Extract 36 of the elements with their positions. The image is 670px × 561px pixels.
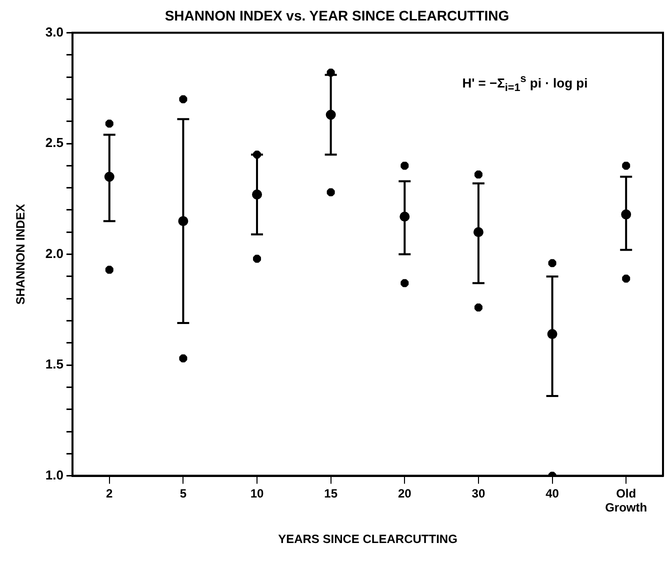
point	[399, 160, 410, 172]
x-axis-title: YEARS SINCE CLEARCUTTING	[278, 532, 458, 546]
y-tick-label: 2.5	[45, 135, 64, 150]
point	[547, 329, 558, 340]
point	[178, 352, 189, 364]
x-tick-label: 15	[324, 486, 338, 500]
point	[620, 273, 632, 284]
point	[178, 216, 188, 226]
y-axis-title: SHANNON INDEX	[14, 204, 28, 305]
point	[473, 227, 484, 238]
x-tick-label: Old Growth	[605, 486, 648, 515]
y-tick-label: 1.5	[45, 356, 64, 372]
x-tick-label: 40	[546, 486, 560, 500]
x-tick-label: 20	[398, 486, 412, 500]
point	[104, 172, 114, 182]
x-tick-label: 30	[472, 486, 486, 500]
annotation: H' = −Σ$_{i=1}$$^{s}$ pi · log pi	[462, 72, 588, 94]
point	[104, 118, 115, 130]
point	[325, 186, 336, 198]
point	[326, 110, 336, 120]
point	[252, 189, 262, 200]
point	[546, 258, 558, 269]
point	[400, 212, 410, 222]
point	[104, 264, 115, 276]
point	[399, 278, 410, 289]
y-tick-label: 3.0	[45, 24, 64, 40]
x-tick-label: 10	[250, 486, 264, 500]
point	[325, 67, 336, 78]
x-tick-label: 2	[106, 486, 114, 500]
chart-title: SHANNON INDEX vs. YEAR SINCE CLEARCUTTING	[164, 7, 510, 24]
y-tick-label: 1.0	[45, 467, 64, 482]
point	[621, 209, 632, 220]
x-tick-label: 5	[180, 486, 187, 500]
point	[178, 94, 189, 105]
y-tick-label: 2.0	[45, 246, 64, 261]
point	[620, 160, 632, 172]
